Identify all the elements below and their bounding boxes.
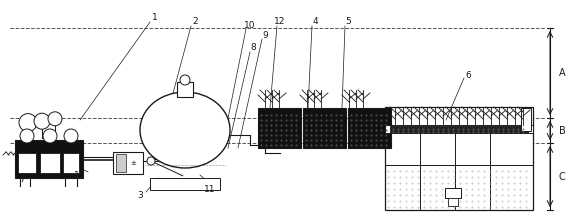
Text: C: C xyxy=(559,171,565,181)
Text: B: B xyxy=(559,125,565,135)
Text: 7: 7 xyxy=(19,176,25,184)
Bar xyxy=(116,154,126,172)
Bar xyxy=(385,107,533,210)
Bar xyxy=(303,108,346,148)
Bar xyxy=(521,108,531,131)
Text: 11: 11 xyxy=(204,186,216,194)
Bar xyxy=(390,126,528,133)
Text: 4: 4 xyxy=(312,18,318,26)
Bar xyxy=(385,125,533,133)
Bar xyxy=(448,198,458,206)
Circle shape xyxy=(34,113,50,129)
Circle shape xyxy=(147,157,155,165)
Circle shape xyxy=(48,112,62,126)
Bar xyxy=(150,178,220,190)
Bar xyxy=(18,153,36,173)
Bar xyxy=(445,188,461,198)
Text: 8: 8 xyxy=(250,43,256,53)
Ellipse shape xyxy=(140,92,230,168)
Text: 12: 12 xyxy=(274,18,285,26)
Circle shape xyxy=(64,129,78,143)
Text: 10: 10 xyxy=(244,20,256,30)
Text: 5: 5 xyxy=(345,18,351,26)
Text: 13: 13 xyxy=(74,171,86,179)
Bar xyxy=(40,153,60,173)
Text: ±: ± xyxy=(130,160,136,166)
Bar xyxy=(258,108,301,148)
Circle shape xyxy=(19,114,37,132)
Circle shape xyxy=(43,129,57,143)
Text: 3: 3 xyxy=(137,191,143,199)
Text: 6: 6 xyxy=(465,71,471,79)
Bar xyxy=(63,153,79,173)
Bar xyxy=(113,152,143,174)
Text: 2: 2 xyxy=(192,18,198,26)
Circle shape xyxy=(20,129,34,143)
Text: 9: 9 xyxy=(262,31,268,39)
Bar xyxy=(177,82,193,97)
Circle shape xyxy=(180,75,190,85)
Bar xyxy=(15,140,83,178)
Bar xyxy=(348,108,391,148)
Text: 1: 1 xyxy=(152,13,158,23)
Text: A: A xyxy=(559,68,565,78)
